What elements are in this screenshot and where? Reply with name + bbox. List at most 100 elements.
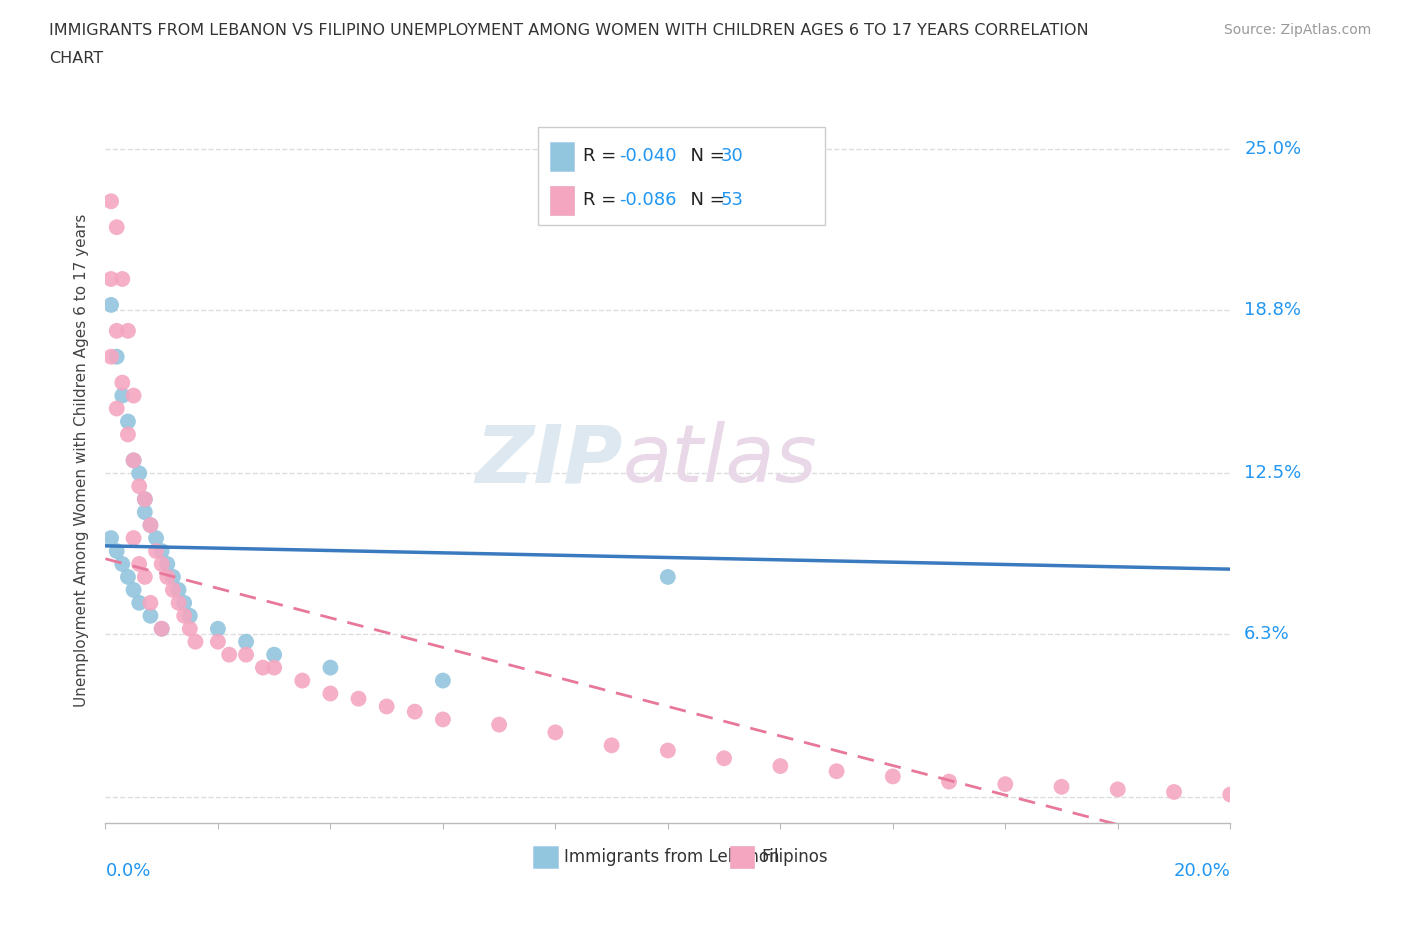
Point (150, 543, 173, 558)
Text: IMMIGRANTS FROM LEBANON VS FILIPINO UNEMPLOYMENT AMONG WOMEN WITH CHILDREN AGES : IMMIGRANTS FROM LEBANON VS FILIPINO UNEM… (49, 23, 1088, 38)
Point (145, 543, 167, 558)
Text: -0.040: -0.040 (620, 147, 676, 165)
Text: 18.8%: 18.8% (1244, 301, 1301, 319)
Text: Source: ZipAtlas.com: Source: ZipAtlas.com (1223, 23, 1371, 37)
Point (235, 634, 257, 649)
Point (404, 704, 426, 719)
Point (117, 427, 139, 442)
Point (139, 595, 162, 610)
Point (100, 350, 122, 365)
Point (319, 686, 342, 701)
Point (111, 388, 134, 403)
Point (1219, 787, 1241, 802)
Text: 6.3%: 6.3% (1244, 625, 1289, 643)
Point (657, 569, 679, 584)
Text: 30: 30 (721, 147, 744, 165)
Point (769, 759, 792, 774)
Text: CHART: CHART (49, 51, 103, 66)
Point (432, 712, 454, 727)
Point (150, 621, 173, 636)
Point (139, 518, 162, 533)
Text: N =: N = (679, 191, 731, 209)
Point (128, 556, 150, 571)
Text: R =: R = (583, 191, 623, 209)
Point (134, 492, 156, 507)
Point (156, 569, 179, 584)
Point (938, 774, 960, 789)
Text: 25.0%: 25.0% (1244, 140, 1302, 158)
Point (111, 375, 134, 390)
Text: ZIP: ZIP (475, 421, 623, 499)
Point (156, 556, 179, 571)
Point (488, 717, 510, 732)
Point (600, 737, 623, 752)
Point (184, 634, 207, 649)
Point (122, 453, 145, 468)
Point (122, 582, 145, 597)
Point (347, 691, 370, 706)
Point (162, 582, 184, 597)
Point (128, 466, 150, 481)
Point (122, 531, 145, 546)
Text: 20.0%: 20.0% (1174, 862, 1230, 880)
Y-axis label: Unemployment Among Women with Children Ages 6 to 17 years: Unemployment Among Women with Children A… (75, 214, 90, 707)
Bar (550, 186, 575, 215)
Point (263, 647, 285, 662)
Point (994, 777, 1017, 791)
Point (111, 272, 134, 286)
Point (173, 595, 195, 610)
Text: atlas: atlas (623, 421, 818, 499)
Point (882, 769, 904, 784)
Point (657, 743, 679, 758)
Point (544, 725, 567, 740)
Point (139, 518, 162, 533)
Point (179, 621, 201, 636)
Point (105, 219, 128, 234)
Point (105, 543, 128, 558)
Point (100, 531, 122, 546)
Point (134, 505, 156, 520)
Point (162, 569, 184, 584)
Point (291, 673, 314, 688)
Point (134, 569, 156, 584)
Point (100, 193, 122, 208)
Text: Immigrants from Lebanon: Immigrants from Lebanon (564, 848, 780, 866)
Point (167, 595, 190, 610)
Point (134, 492, 156, 507)
Point (1050, 779, 1073, 794)
Point (150, 556, 173, 571)
Point (122, 453, 145, 468)
Point (207, 621, 229, 636)
Point (122, 388, 145, 403)
Point (139, 608, 162, 623)
Point (319, 660, 342, 675)
Bar (533, 846, 558, 868)
Bar (730, 846, 755, 868)
Point (218, 647, 240, 662)
Point (117, 324, 139, 339)
Text: 53: 53 (721, 191, 744, 209)
Point (105, 350, 128, 365)
FancyBboxPatch shape (538, 126, 825, 225)
Point (117, 414, 139, 429)
Point (150, 621, 173, 636)
Point (375, 699, 398, 714)
Point (117, 569, 139, 584)
Point (128, 479, 150, 494)
Point (105, 324, 128, 339)
Point (128, 595, 150, 610)
Point (1107, 782, 1129, 797)
Point (167, 582, 190, 597)
Bar (550, 141, 575, 170)
Text: Filipinos: Filipinos (761, 848, 828, 866)
Point (252, 660, 274, 675)
Text: N =: N = (679, 147, 731, 165)
Point (100, 298, 122, 312)
Point (1163, 785, 1185, 800)
Point (263, 660, 285, 675)
Point (111, 556, 134, 571)
Point (432, 673, 454, 688)
Point (179, 608, 201, 623)
Point (145, 531, 167, 546)
Text: R =: R = (583, 147, 623, 165)
